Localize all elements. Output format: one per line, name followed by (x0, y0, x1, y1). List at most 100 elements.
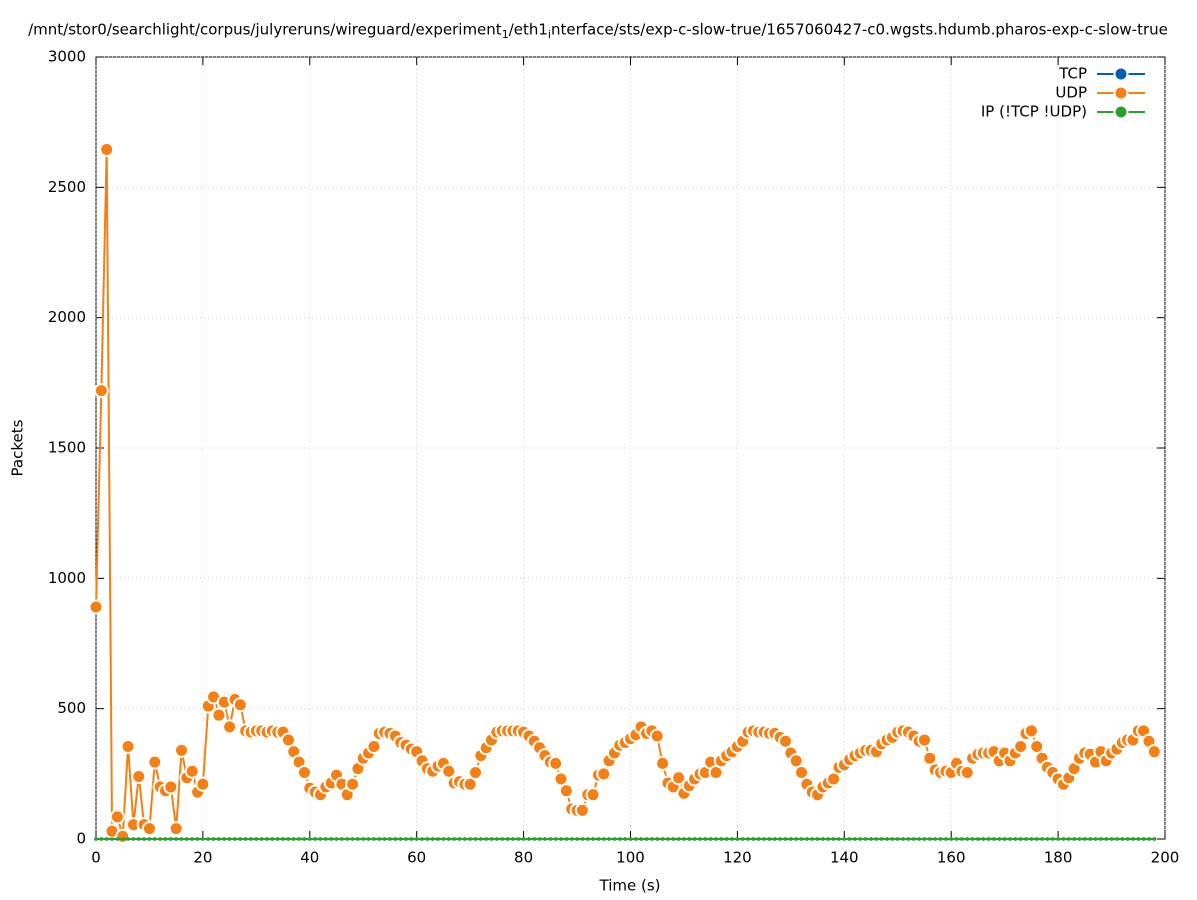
data-point (924, 752, 936, 764)
data-point (550, 757, 562, 769)
data-point (1143, 735, 1155, 747)
data-point (169, 837, 173, 841)
data-point (1066, 837, 1071, 841)
data-point (922, 837, 927, 841)
data-point (254, 837, 259, 841)
data-point (1131, 837, 1135, 841)
data-point (527, 837, 531, 841)
data-point (735, 837, 740, 841)
data-point (120, 837, 125, 841)
legend-label: TCP (1058, 65, 1087, 83)
data-point (826, 837, 831, 841)
data-point (644, 837, 649, 841)
data-point (837, 837, 841, 841)
data-point (612, 837, 617, 841)
data-point (1034, 837, 1039, 841)
data-point (778, 837, 782, 841)
data-point (224, 721, 236, 733)
x-tick-label: 60 (407, 849, 426, 867)
data-point (233, 837, 237, 841)
data-point (282, 734, 294, 746)
data-point (660, 837, 665, 841)
legend-marker (1115, 68, 1127, 80)
data-point (961, 767, 973, 779)
data-point (650, 837, 654, 841)
data-point (917, 837, 921, 841)
data-point (773, 837, 777, 841)
data-point (308, 837, 312, 841)
data-point (1088, 837, 1092, 841)
x-tick-label: 40 (300, 849, 319, 867)
data-point (106, 825, 118, 837)
data-point (110, 837, 114, 841)
data-point (430, 837, 435, 841)
data-point (393, 837, 398, 841)
data-point (746, 837, 750, 841)
data-point (1008, 837, 1012, 841)
x-tick-label: 100 (616, 849, 645, 867)
data-point (372, 837, 376, 841)
data-point (560, 785, 572, 797)
data-point (208, 691, 220, 703)
data-point (111, 811, 123, 823)
data-point (1029, 837, 1034, 841)
data-point (601, 837, 606, 841)
x-tick-label: 80 (514, 849, 533, 867)
data-point (548, 837, 553, 841)
data-point (1099, 837, 1103, 841)
data-point (227, 837, 232, 841)
data-point (933, 837, 937, 841)
data-point (350, 837, 355, 841)
data-point (575, 837, 579, 841)
data-point (1018, 837, 1023, 841)
data-point (441, 837, 446, 841)
data-point (821, 837, 825, 841)
chart-title: /mnt/stor0/searchlight/corpus/julyreruns… (28, 21, 1168, 42)
data-point (238, 837, 243, 841)
data-point (618, 837, 622, 841)
data-point (756, 837, 761, 841)
data-point (170, 823, 182, 835)
data-point (243, 837, 248, 841)
data-point (970, 837, 975, 841)
data-point (457, 837, 462, 841)
data-point (699, 767, 711, 779)
data-point (99, 837, 104, 841)
data-point (853, 837, 857, 841)
data-point (1061, 837, 1066, 841)
data-point (928, 837, 932, 841)
data-point (949, 837, 953, 841)
data-point (1077, 837, 1082, 841)
data-point (446, 837, 451, 841)
data-point (398, 837, 403, 841)
data-point (858, 837, 863, 841)
data-point (218, 696, 230, 708)
data-point (495, 837, 499, 841)
data-point (587, 789, 599, 801)
data-point (1024, 837, 1028, 841)
data-point (152, 837, 157, 841)
data-point (651, 730, 663, 742)
data-point (361, 837, 366, 841)
data-point (1109, 837, 1114, 841)
data-point (334, 837, 339, 841)
data-point (783, 837, 788, 841)
data-point (714, 837, 718, 841)
data-point (805, 837, 809, 841)
data-point (336, 778, 348, 790)
data-point (705, 756, 717, 768)
data-point (366, 837, 371, 841)
data-point (965, 837, 970, 841)
x-tick-label: 200 (1151, 849, 1180, 867)
data-point (869, 837, 873, 841)
data-point (176, 744, 188, 756)
data-point (195, 837, 200, 841)
data-point (158, 837, 162, 841)
data-point (1120, 837, 1125, 841)
data-point (986, 837, 991, 841)
data-point (1031, 740, 1043, 752)
data-point (585, 837, 590, 841)
data-point (997, 837, 1002, 841)
data-point (259, 837, 264, 841)
data-point (676, 837, 681, 841)
